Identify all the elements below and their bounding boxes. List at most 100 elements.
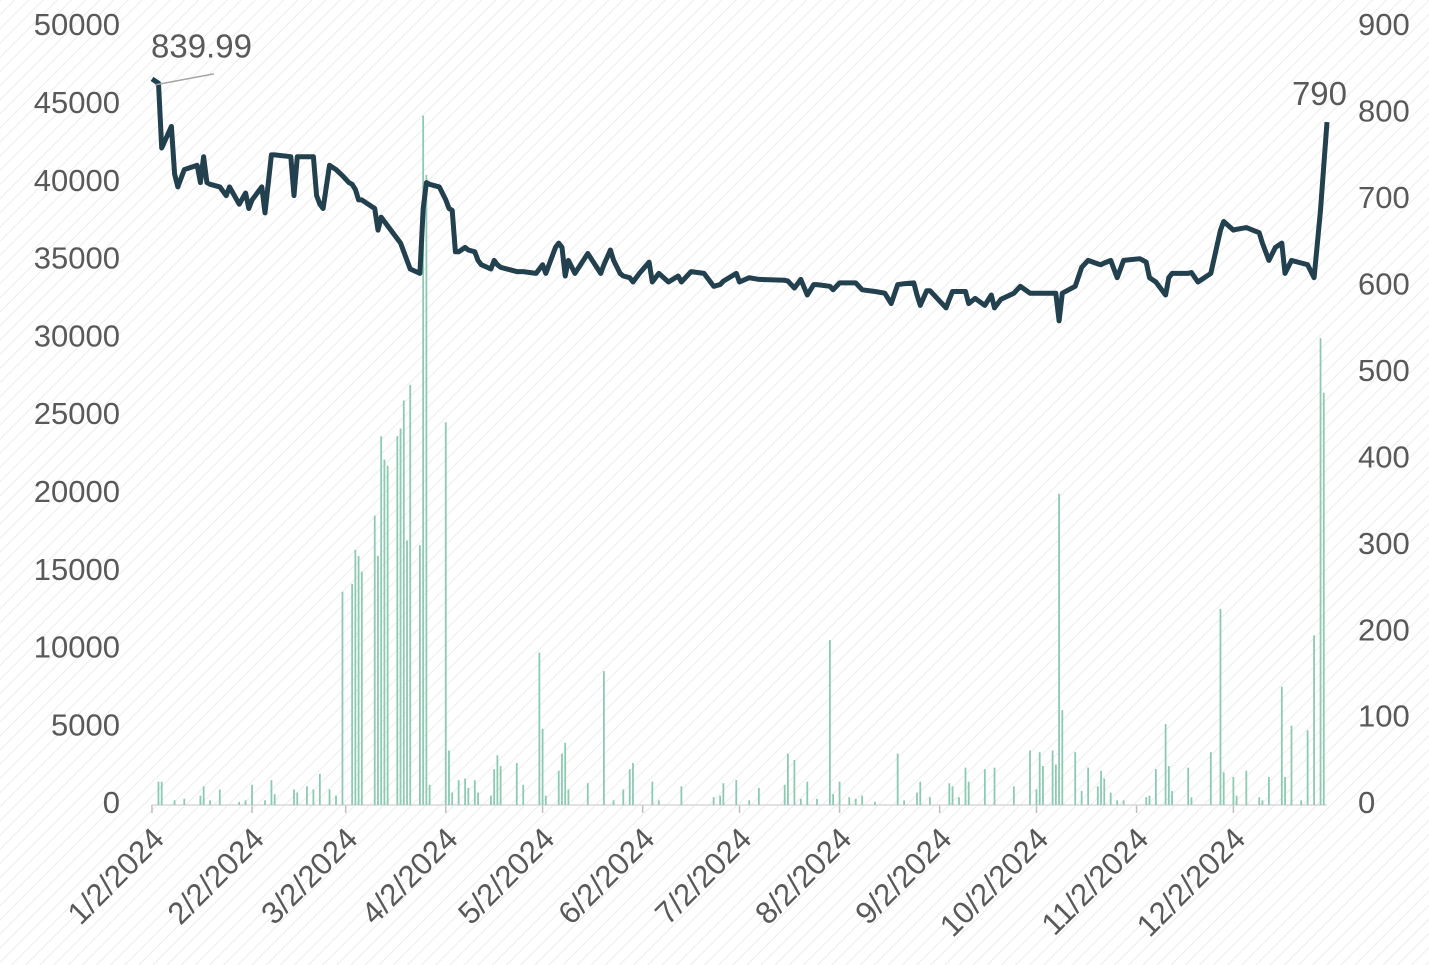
bar	[838, 781, 841, 805]
bar	[564, 742, 567, 805]
bar	[967, 781, 970, 805]
bar	[1155, 769, 1157, 805]
bar	[964, 767, 967, 805]
bar	[903, 800, 906, 805]
bar	[515, 762, 518, 805]
y2-tick-label: 400	[1358, 439, 1410, 474]
bar	[377, 556, 379, 805]
bar	[958, 797, 960, 805]
bar	[757, 787, 760, 805]
bar	[783, 784, 786, 805]
bar	[1280, 686, 1283, 805]
y2-tick-label: 300	[1358, 526, 1410, 561]
bar	[735, 780, 738, 805]
bar	[493, 769, 496, 805]
bar	[238, 801, 241, 805]
bar	[1074, 752, 1077, 805]
bar	[296, 792, 299, 805]
bar	[428, 784, 431, 805]
bar	[448, 750, 450, 805]
bar	[1096, 786, 1099, 805]
bar	[473, 780, 476, 805]
bar	[806, 781, 809, 805]
bar	[1164, 724, 1167, 805]
bar	[586, 783, 589, 805]
bar	[1187, 767, 1190, 805]
bar	[183, 798, 186, 805]
bar	[386, 465, 389, 805]
bar	[1261, 800, 1264, 805]
bar	[270, 780, 273, 805]
leader-line	[154, 73, 215, 86]
bar	[538, 652, 541, 805]
bar	[157, 781, 160, 805]
bar	[399, 428, 402, 805]
bar	[832, 794, 835, 805]
bar	[273, 794, 276, 805]
bar	[983, 769, 986, 805]
bar	[948, 783, 951, 805]
bar	[1222, 772, 1225, 805]
bar	[409, 384, 412, 805]
bar	[522, 784, 525, 805]
bar	[622, 789, 625, 805]
bar	[1042, 766, 1044, 805]
bar	[567, 789, 570, 805]
y-tick-label: 20000	[34, 474, 120, 509]
y2-tick-label: 700	[1358, 180, 1410, 215]
y-tick-label: 10000	[34, 630, 120, 665]
bar	[360, 571, 363, 805]
data-label: 839.99	[151, 28, 252, 65]
y2-tick-label: 500	[1358, 353, 1410, 388]
y-tick-label: 35000	[34, 241, 120, 276]
bar	[373, 515, 376, 805]
bar	[1232, 776, 1235, 805]
bar	[264, 800, 266, 805]
y2-tick-label: 800	[1358, 94, 1410, 129]
bar	[419, 545, 421, 805]
bar	[1267, 776, 1270, 805]
bar	[1148, 795, 1151, 805]
bar	[1145, 797, 1148, 805]
bar	[380, 436, 383, 805]
bar	[444, 422, 447, 805]
bar	[951, 786, 954, 805]
bar	[477, 792, 479, 805]
bar	[874, 801, 876, 805]
bar	[1209, 752, 1212, 805]
data-label: 790	[1292, 75, 1347, 112]
bar	[657, 800, 660, 805]
bar	[1080, 790, 1083, 805]
bar	[557, 770, 560, 805]
bar	[561, 753, 563, 805]
bar	[335, 795, 337, 805]
bar	[1284, 776, 1286, 805]
bar	[1061, 710, 1064, 805]
y-tick-label: 0	[103, 785, 120, 820]
bar	[457, 780, 460, 805]
bar	[451, 792, 454, 805]
y-tick-label: 40000	[34, 163, 120, 198]
bar	[173, 800, 176, 805]
bar	[244, 800, 247, 805]
bar	[1058, 493, 1060, 805]
y-tick-label: 15000	[34, 552, 120, 587]
bar	[490, 795, 492, 805]
bar	[312, 789, 315, 805]
y-tick-label: 45000	[34, 85, 120, 120]
bar	[916, 792, 918, 805]
bar	[341, 591, 344, 805]
bar	[896, 753, 899, 805]
bar	[1054, 764, 1057, 805]
bar	[1219, 608, 1222, 805]
bar	[929, 797, 931, 805]
bar	[218, 789, 221, 805]
bar	[651, 781, 654, 805]
bar	[993, 767, 996, 805]
bar	[612, 800, 615, 805]
bar	[293, 789, 295, 805]
bar	[1190, 797, 1193, 805]
bar	[464, 778, 467, 805]
